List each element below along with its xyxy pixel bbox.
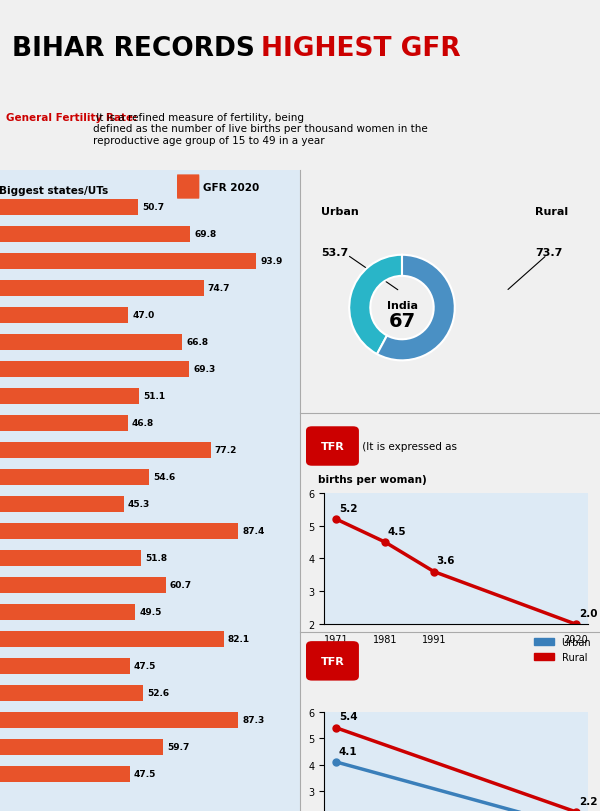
Legend: Urban, Rural: Urban, Rural — [530, 633, 595, 666]
Text: 50.7: 50.7 — [142, 203, 164, 212]
Text: births per woman): births per woman) — [318, 474, 427, 484]
Bar — [0, 658, 130, 674]
Text: 54.6: 54.6 — [153, 473, 175, 482]
Bar — [0, 469, 149, 485]
Text: HIGHEST GFR: HIGHEST GFR — [261, 36, 461, 62]
Text: 2.0: 2.0 — [579, 608, 597, 618]
Bar — [0, 415, 128, 431]
Text: 67: 67 — [388, 312, 416, 331]
Text: GFR 2020: GFR 2020 — [203, 182, 259, 192]
Wedge shape — [377, 255, 455, 361]
FancyBboxPatch shape — [306, 427, 359, 466]
Text: Biggest states/UTs: Biggest states/UTs — [0, 186, 108, 196]
Bar — [0, 200, 138, 216]
Bar — [0, 361, 189, 377]
Text: 69.8: 69.8 — [194, 230, 217, 239]
Text: 2.2: 2.2 — [579, 796, 597, 805]
Bar — [0, 684, 143, 701]
Bar — [0, 253, 256, 269]
Text: 47.5: 47.5 — [134, 662, 156, 671]
Text: 87.4: 87.4 — [242, 526, 265, 535]
Text: 3.6: 3.6 — [437, 556, 455, 565]
Bar — [0, 604, 135, 620]
Text: 51.8: 51.8 — [145, 554, 167, 563]
Text: 45.3: 45.3 — [128, 500, 150, 508]
Text: 46.8: 46.8 — [132, 418, 154, 427]
Text: 74.7: 74.7 — [208, 284, 230, 293]
Text: 69.3: 69.3 — [193, 365, 215, 374]
Bar — [0, 550, 141, 566]
Text: 60.7: 60.7 — [170, 581, 192, 590]
Text: TFR: TFR — [320, 656, 344, 666]
FancyBboxPatch shape — [306, 642, 359, 680]
Text: 87.3: 87.3 — [242, 715, 265, 724]
Text: (It is expressed as: (It is expressed as — [359, 441, 457, 452]
Text: 5.2: 5.2 — [339, 503, 357, 513]
Text: General Fertility Rate:: General Fertility Rate: — [6, 113, 137, 122]
Text: 53.7: 53.7 — [320, 248, 348, 258]
Bar — [0, 496, 124, 513]
Bar — [0, 442, 211, 458]
Text: 82.1: 82.1 — [228, 634, 250, 643]
Text: India: India — [386, 301, 418, 311]
Text: BIHAR RECORDS: BIHAR RECORDS — [12, 36, 264, 62]
Bar — [0, 523, 238, 539]
Text: 51.1: 51.1 — [143, 392, 166, 401]
Text: 5.4: 5.4 — [339, 711, 358, 722]
Text: 4.1: 4.1 — [339, 745, 358, 756]
Text: Rural: Rural — [535, 207, 568, 217]
FancyBboxPatch shape — [177, 175, 199, 200]
Bar — [0, 388, 139, 405]
Text: 59.7: 59.7 — [167, 742, 189, 751]
Bar — [0, 739, 163, 755]
Text: 4.5: 4.5 — [388, 526, 406, 536]
Text: TFR: TFR — [320, 441, 344, 452]
Text: 49.5: 49.5 — [139, 607, 161, 616]
Bar — [0, 281, 204, 297]
Bar — [0, 307, 128, 324]
Bar — [0, 766, 130, 782]
Wedge shape — [349, 255, 402, 354]
Bar — [0, 577, 166, 593]
Text: Urban: Urban — [320, 207, 358, 217]
Text: 52.6: 52.6 — [148, 689, 170, 697]
Text: 77.2: 77.2 — [215, 446, 237, 455]
Bar — [0, 631, 224, 647]
Bar — [0, 334, 182, 350]
Text: 47.0: 47.0 — [132, 311, 155, 320]
Text: 73.7: 73.7 — [535, 248, 563, 258]
Text: 47.5: 47.5 — [134, 770, 156, 779]
Text: 66.8: 66.8 — [186, 338, 208, 347]
Bar — [0, 712, 238, 728]
Bar — [0, 226, 190, 242]
Text: It is a refined measure of fertility, being
defined as the number of live births: It is a refined measure of fertility, be… — [93, 113, 428, 146]
Text: 93.9: 93.9 — [260, 257, 283, 266]
